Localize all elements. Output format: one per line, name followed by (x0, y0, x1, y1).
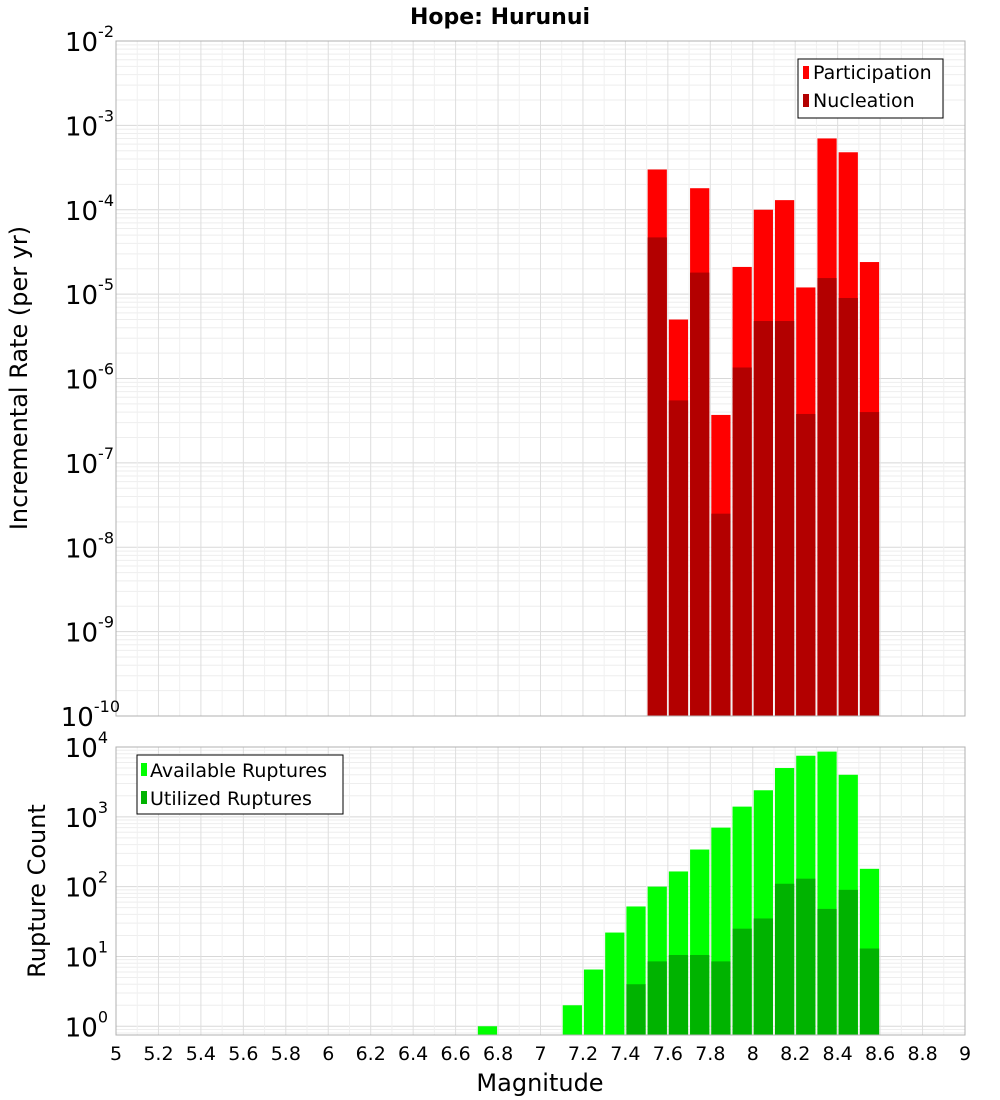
x-tick-label: 5 (110, 1043, 122, 1065)
bottom-bars (477, 751, 880, 1035)
x-tick-label: 7.2 (568, 1043, 598, 1065)
nucleation-swatch (803, 94, 809, 107)
nucleation-legend-label: Nucleation (813, 90, 915, 112)
utilized-ruptures-bar (817, 908, 837, 1035)
top-bars (647, 138, 880, 717)
top-grid (115, 41, 966, 717)
utilized-ruptures-bar (753, 918, 773, 1035)
y-tick-label: 10-8 (65, 528, 114, 564)
x-tick-label: 6 (322, 1043, 334, 1065)
nucleation-bar (647, 237, 667, 716)
utilized-ruptures-bar (668, 954, 689, 1035)
nucleation-bar (838, 297, 858, 716)
nucleation-bar (753, 321, 773, 716)
y-tick-label: 10-4 (65, 191, 114, 227)
y-tick-label: 103 (65, 798, 108, 834)
nucleation-bar (817, 278, 837, 716)
x-tick-label: 8 (747, 1043, 759, 1065)
y-tick-label: 104 (65, 728, 108, 764)
available-ruptures-legend-label: Available Ruptures (150, 760, 327, 782)
x-axis-label: Magnitude (476, 1069, 603, 1097)
utilized-ruptures-bar (732, 928, 752, 1035)
x-tick-label: 5.8 (271, 1043, 301, 1065)
utilized-ruptures-legend-label: Utilized Ruptures (150, 788, 312, 810)
x-tick-label: 7 (534, 1043, 546, 1065)
nucleation-bar (732, 367, 752, 716)
nucleation-bar (668, 400, 689, 716)
y-tick-label: 10-2 (65, 22, 114, 58)
x-tick-label: 7.6 (653, 1043, 683, 1065)
top-legend: Participation Nucleation (797, 58, 944, 119)
bottom-y-axis-label: Rupture Count (23, 804, 51, 978)
x-tick-label: 8.2 (780, 1043, 810, 1065)
x-tick-label: 9 (959, 1043, 971, 1065)
bottom-y-tick-labels: 104 103 102 101 100 (65, 728, 108, 1043)
utilized-ruptures-bar (647, 961, 667, 1035)
x-tick-label: 6.6 (440, 1043, 470, 1065)
y-tick-label: 101 (65, 937, 108, 973)
available-ruptures-bar (583, 969, 604, 1035)
x-tick-label: 8.4 (823, 1043, 853, 1065)
x-tick-label: 5.6 (228, 1043, 258, 1065)
utilized-ruptures-bar (690, 954, 710, 1035)
available-ruptures-bar (562, 1005, 582, 1035)
bottom-plot-frame (115, 746, 966, 1036)
x-tick-label: 7.4 (610, 1043, 640, 1065)
x-tick-label: 8.8 (907, 1043, 937, 1065)
utilized-ruptures-bar (711, 961, 731, 1035)
nucleation-bar (796, 413, 816, 716)
utilized-ruptures-bar (838, 889, 858, 1035)
chart-title: Hope: Hurunui (410, 5, 590, 30)
utilized-ruptures-bar (796, 878, 816, 1035)
utilized-ruptures-bar (774, 883, 795, 1035)
participation-legend-label: Participation (813, 62, 932, 84)
nucleation-bar (859, 412, 880, 716)
top-y-tick-labels: 10-2 10-3 10-4 10-5 10-6 10-7 10-8 10-9 10-10 (61, 22, 120, 733)
x-tick-label: 5.2 (143, 1043, 173, 1065)
utilized-ruptures-bar (626, 984, 646, 1035)
y-tick-label: 10-9 (65, 613, 114, 649)
y-tick-label: 10-10 (61, 697, 120, 733)
top-legend-box (797, 58, 944, 119)
nucleation-bar (711, 513, 731, 716)
top-y-axis-label: Incremental Rate (per yr) (5, 226, 33, 530)
y-tick-label: 10-3 (65, 106, 114, 142)
nucleation-bar (690, 272, 710, 716)
nucleation-bar (774, 321, 795, 716)
bottom-legend: Available Ruptures Utilized Ruptures (136, 754, 344, 815)
y-tick-label: 10-6 (65, 360, 114, 396)
utilized-ruptures-bar (859, 948, 880, 1035)
x-tick-label: 6.8 (483, 1043, 513, 1065)
y-tick-label: 102 (65, 868, 108, 904)
y-tick-label: 10-7 (65, 444, 114, 480)
available-ruptures-bar (477, 1026, 498, 1035)
x-tick-labels: 5 5.2 5.4 5.6 5.8 6 6.2 6.4 6.6 6.8 7 7.2 7.4 7.6 7.8 8… (110, 1043, 971, 1065)
x-tick-label: 6.2 (356, 1043, 386, 1065)
top-plot-frame (115, 40, 966, 717)
x-tick-label: 6.4 (398, 1043, 428, 1065)
bottom-legend-box (136, 754, 344, 815)
available-ruptures-swatch (141, 763, 147, 776)
y-tick-label: 10-5 (65, 275, 114, 311)
utilized-ruptures-swatch (141, 791, 147, 804)
x-tick-label: 7.8 (695, 1043, 725, 1065)
x-tick-label: 8.6 (865, 1043, 895, 1065)
participation-swatch (803, 66, 809, 79)
y-tick-label: 100 (65, 1007, 108, 1043)
x-tick-label: 5.4 (186, 1043, 216, 1065)
available-ruptures-bar (605, 932, 625, 1035)
